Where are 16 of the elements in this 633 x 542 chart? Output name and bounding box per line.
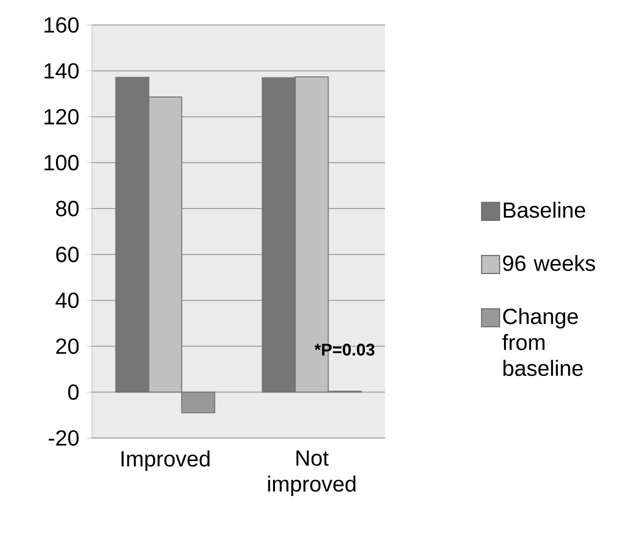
legend-label: Change from baseline <box>502 308 583 376</box>
legend-label: Baseline <box>504 202 586 218</box>
x-tick-label: Improved <box>122 450 210 471</box>
y-tick-label: 20 <box>56 338 79 354</box>
legend-label: 96 weeks <box>503 254 596 272</box>
y-tick-label: 0 <box>68 384 79 400</box>
y-tick-label: 60 <box>56 246 79 262</box>
annotation: *P=0.03 <box>314 344 374 356</box>
y-tick-label: -20 <box>48 430 79 446</box>
x-tick-label: Not improved <box>268 450 356 496</box>
y-tick-label: 40 <box>56 292 79 308</box>
y-tick-label: 80 <box>56 200 79 216</box>
y-tick-label: 160 <box>44 17 79 33</box>
y-tick-label: 140 <box>44 63 79 79</box>
y-tick-label: 100 <box>44 154 79 170</box>
y-tick-label: 120 <box>44 109 79 125</box>
